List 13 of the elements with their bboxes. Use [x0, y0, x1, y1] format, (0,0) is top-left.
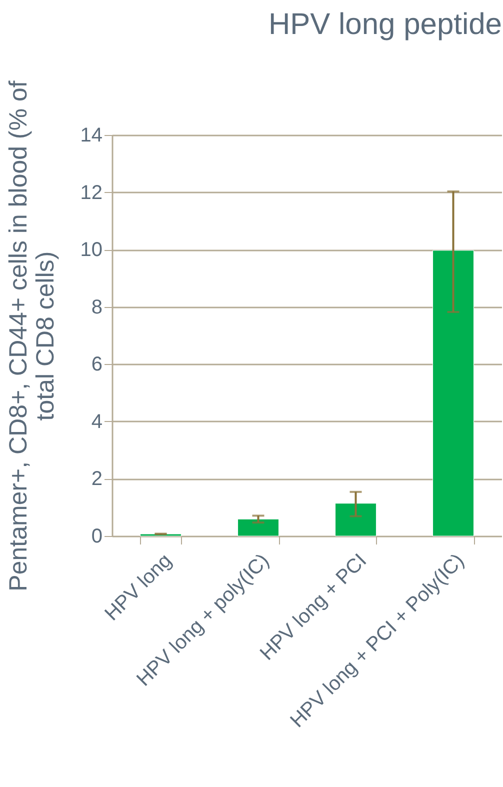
y-tick-label: 6 — [91, 354, 102, 376]
y-axis-title: Pentamer+, CD8+, CD44+ cells in blood (% of total CD8 cells) — [4, 80, 60, 592]
y-tick-label: 14 — [80, 124, 102, 146]
bar — [432, 250, 474, 536]
y-tick-label: 10 — [80, 239, 102, 262]
y-tick-label: 8 — [91, 296, 102, 318]
y-tick-label: 4 — [91, 410, 102, 433]
bar — [335, 503, 376, 536]
chart-title: HPV long peptide — [268, 8, 502, 42]
bar — [238, 518, 279, 536]
y-tick-label: 0 — [91, 526, 102, 548]
y-tick-label: 12 — [80, 182, 102, 204]
y-tick-label: 2 — [91, 468, 102, 490]
